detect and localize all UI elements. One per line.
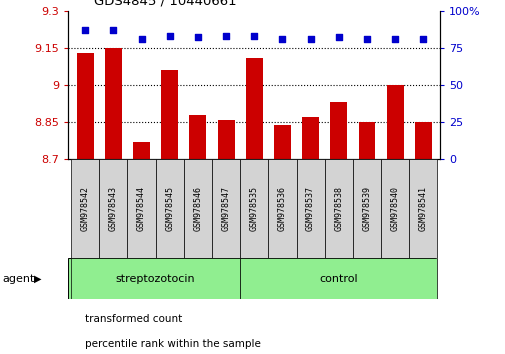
Bar [240,159,268,258]
Bar [217,120,234,159]
Bar [330,102,346,159]
Bar [133,142,149,159]
Point [81,27,89,33]
Text: GSM978543: GSM978543 [109,186,118,232]
Bar [212,159,240,258]
Bar [268,159,296,258]
Point [334,35,342,40]
Bar [77,53,93,159]
Point [165,33,173,39]
Text: GSM978546: GSM978546 [193,186,202,232]
Text: GSM978540: GSM978540 [390,186,399,232]
Text: GSM978538: GSM978538 [334,186,342,232]
Bar [296,159,324,258]
Bar [127,159,156,258]
Text: GSM978539: GSM978539 [362,186,371,232]
Point [109,27,117,33]
Text: GDS4845 / 10440661: GDS4845 / 10440661 [93,0,236,7]
Bar [240,258,436,299]
Point [278,36,286,42]
Point [193,35,201,40]
Text: GSM978544: GSM978544 [137,186,146,232]
Bar [105,48,122,159]
Text: ▶: ▶ [34,274,42,284]
Text: GSM978547: GSM978547 [221,186,230,232]
Bar [245,58,262,159]
Bar [183,159,212,258]
Text: GSM978537: GSM978537 [306,186,315,232]
Text: streptozotocin: streptozotocin [116,274,195,284]
Text: GSM978542: GSM978542 [81,186,89,232]
Bar [358,122,375,159]
Point [222,33,230,39]
Bar [189,115,206,159]
Text: GSM978536: GSM978536 [277,186,286,232]
Bar [301,117,319,159]
Text: GSM978535: GSM978535 [249,186,258,232]
Text: agent: agent [3,274,35,284]
Point [137,36,145,42]
Bar [71,258,240,299]
Text: GSM978545: GSM978545 [165,186,174,232]
Bar [324,159,352,258]
Point [362,36,370,42]
Bar [99,159,127,258]
Text: control: control [319,274,358,284]
Bar [380,159,409,258]
Bar [161,70,178,159]
Bar [409,159,436,258]
Bar [156,159,183,258]
Point [306,36,314,42]
Point [419,36,427,42]
Bar [71,159,99,258]
Text: GSM978541: GSM978541 [418,186,427,232]
Point [390,36,398,42]
Bar [386,85,403,159]
Text: transformed count: transformed count [84,314,181,325]
Bar [414,122,431,159]
Text: percentile rank within the sample: percentile rank within the sample [84,339,260,349]
Bar [273,125,290,159]
Point [250,33,258,39]
Bar [352,159,380,258]
